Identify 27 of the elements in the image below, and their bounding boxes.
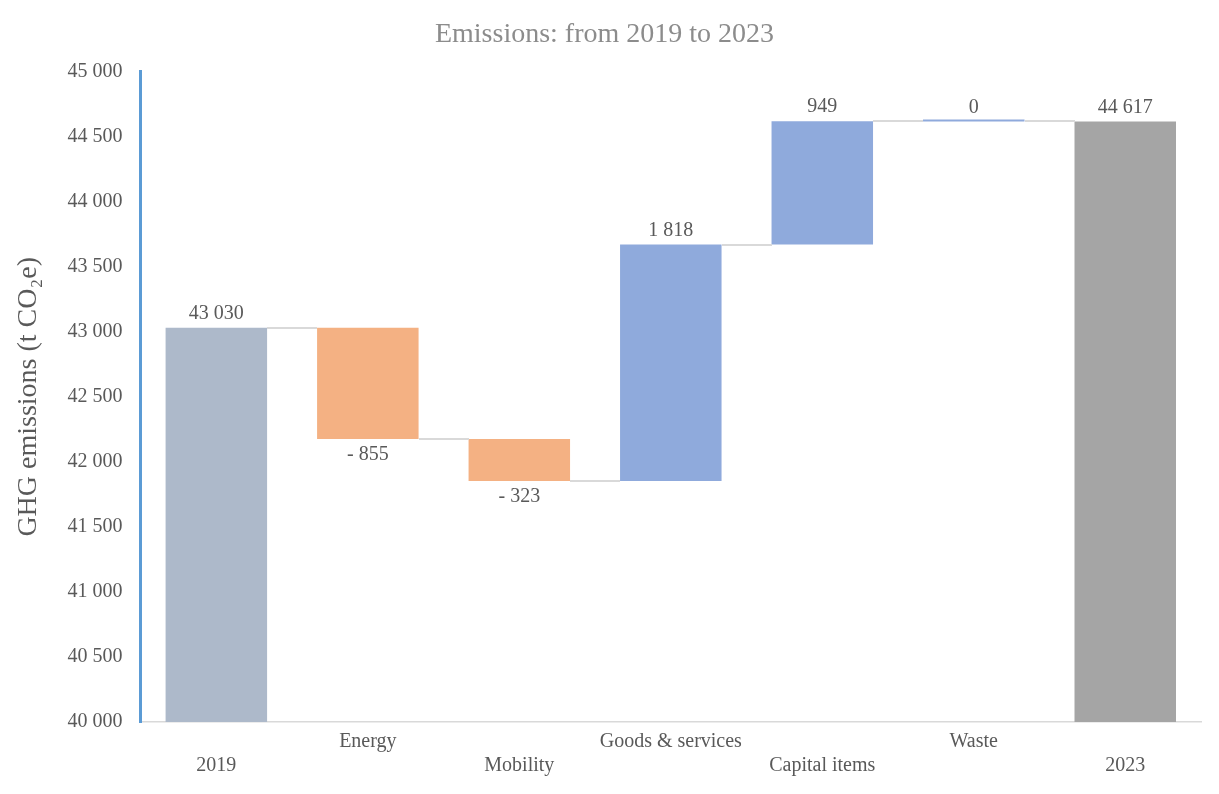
y-tick-label: 43 000 [67,319,123,342]
y-tick-label: 40 000 [67,709,123,732]
y-tick-label: 40 500 [67,644,123,667]
y-tick-label: 41 000 [67,579,123,602]
x-tick-label: Capital items [769,753,876,777]
x-tick-label: 2019 [196,753,237,776]
data-label: 1 818 [648,217,694,240]
y-tick-label: 42 500 [67,384,123,407]
data-label: - 855 [346,442,389,465]
chart-title: Emissions: from 2019 to 2023 [434,17,775,49]
data-label: - 323 [498,484,541,507]
y-tick-label: 42 000 [67,449,123,472]
y-tick-label: 45 000 [67,58,123,81]
data-label: 949 [807,94,838,117]
data-label: 0 [968,94,979,117]
x-tick-label: Energy [339,729,397,753]
x-tick-label: 2023 [1105,753,1146,776]
x-tick-label: Goods & services [599,729,743,752]
x-tick-label: Waste [949,729,999,752]
data-label: 43 030 [188,301,244,324]
x-tick-label: Mobility [484,753,555,777]
y-tick-label: 44 500 [67,123,123,146]
y-tick-label: 43 500 [67,253,123,276]
y-axis-title: GHG emissions (t CO₂e) [11,256,43,537]
y-tick-label: 41 500 [67,514,123,537]
data-label: 44 617 [1097,94,1153,117]
y-tick-label: 44 000 [67,188,123,211]
